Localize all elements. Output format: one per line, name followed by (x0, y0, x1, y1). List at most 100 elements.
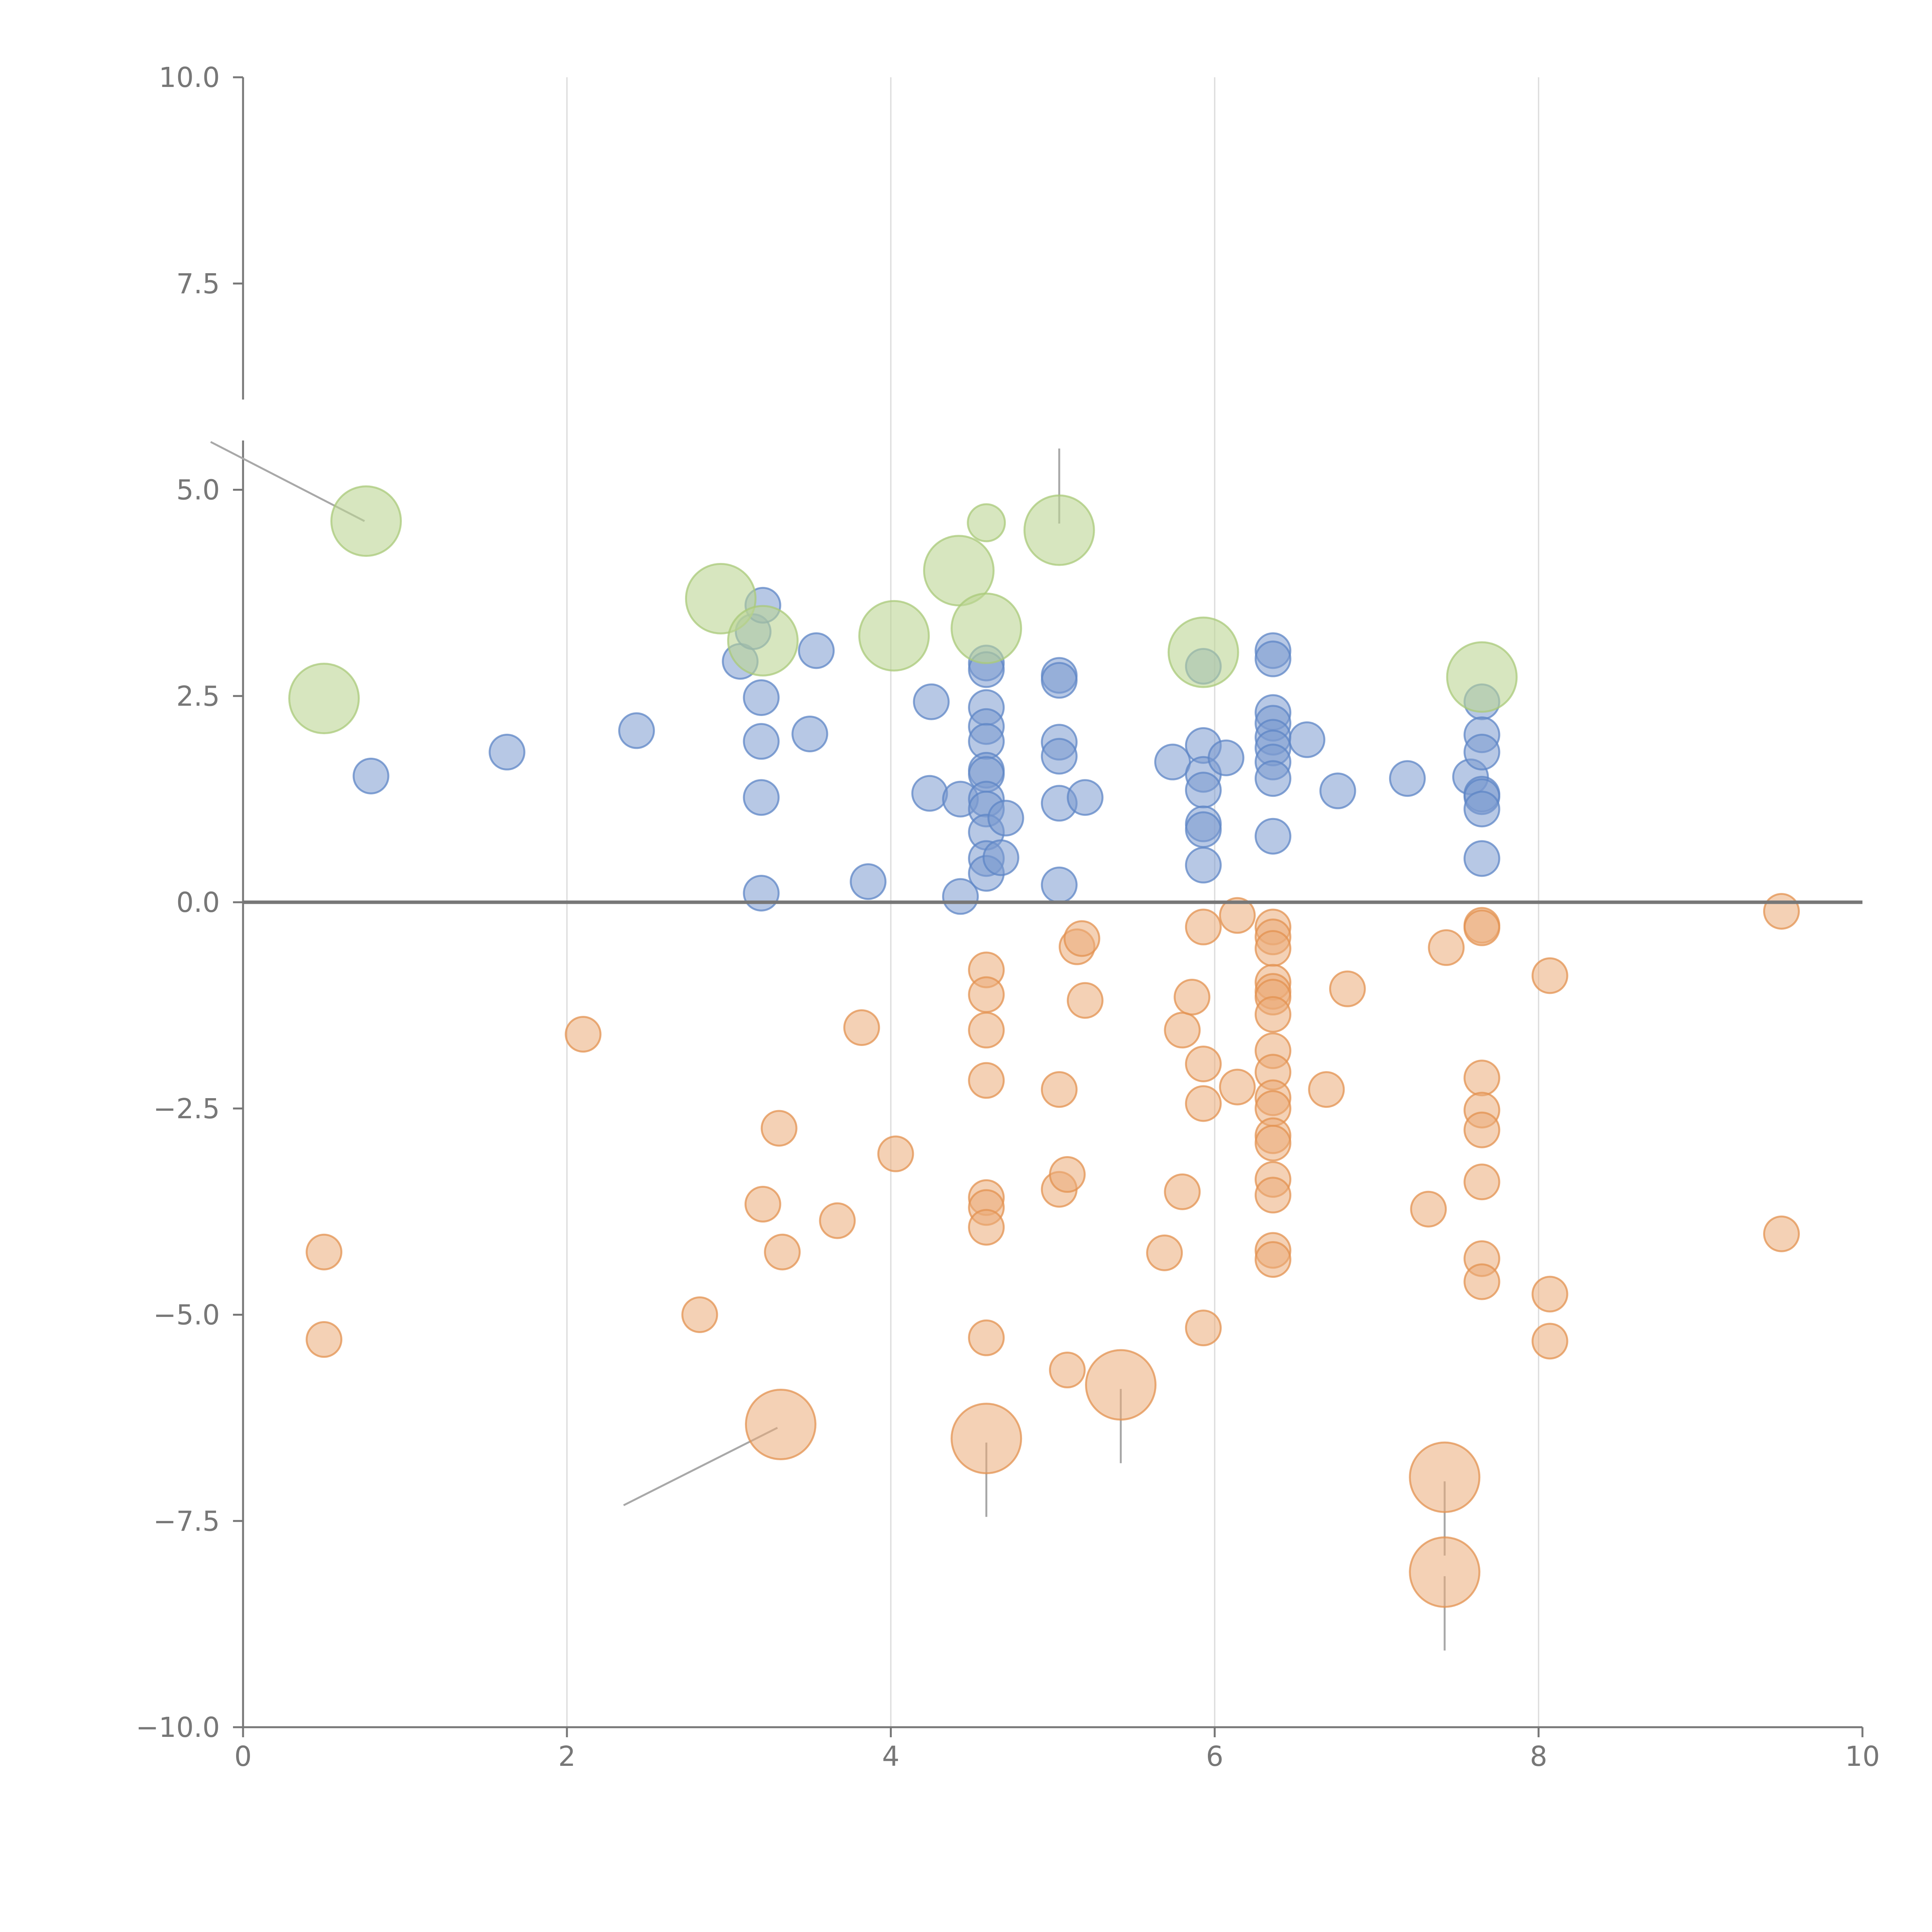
data-point-positive (1066, 779, 1104, 816)
x-tick-label: 8 (1530, 1740, 1547, 1772)
data-point-positive (850, 863, 887, 900)
data-point-positive (1185, 772, 1222, 809)
y-tick-label: 5.0 (176, 474, 220, 506)
data-point-negative (968, 1209, 1005, 1246)
data-point-negative (1254, 996, 1291, 1033)
data-point-positive (911, 775, 948, 812)
data-point-negative (1173, 979, 1211, 1016)
data-point-positive-highlight (330, 485, 402, 557)
data-point-negative-highlight (1409, 1536, 1481, 1608)
data-point-negative (1254, 1241, 1291, 1278)
data-point-negative (1254, 930, 1291, 967)
data-point-negative (1164, 1012, 1201, 1049)
y-tick-label: 10.0 (159, 61, 220, 94)
data-point-positive-highlight (1023, 494, 1095, 566)
data-point-negative (1063, 920, 1100, 957)
data-point-positive (352, 757, 389, 794)
x-tick-label: 10 (1845, 1740, 1880, 1772)
data-point-positive (618, 712, 655, 749)
data-point-positive-highlight (727, 605, 799, 677)
data-point-negative (968, 1012, 1005, 1049)
data-point-negative-highlight (1085, 1349, 1157, 1421)
data-point-negative-highlight (1409, 1441, 1481, 1513)
data-point-positive (743, 723, 780, 760)
data-point-positive (1041, 866, 1078, 903)
data-point-negative (1329, 970, 1366, 1007)
data-point-positive (1389, 760, 1426, 797)
data-point-negative (1219, 897, 1256, 934)
data-point-negative (1254, 1177, 1291, 1214)
data-point-negative (968, 1062, 1005, 1099)
y-tick-label: −10.0 (136, 1711, 220, 1743)
data-point-positive (942, 878, 979, 915)
data-point-negative (1463, 1060, 1500, 1097)
data-point-positive (1463, 733, 1500, 770)
data-point-negative (843, 1009, 880, 1046)
data-point-positive (1185, 847, 1222, 884)
x-tick-labels: 0 2 4 6 8 10 (234, 1740, 1880, 1772)
data-point-positive (1154, 743, 1191, 781)
y-tick-labels: 10.0 7.5 5.0 2.5 0.0 −2.5 −5.0 −7.5 −10.0 (136, 61, 220, 1743)
data-point-positive-highlight (1446, 641, 1518, 713)
data-point-positive (1041, 738, 1078, 775)
data-point-negative (1219, 1068, 1256, 1105)
x-tick-label: 2 (558, 1740, 576, 1772)
data-point-positive-highlight (288, 663, 360, 735)
data-point-positive (743, 779, 780, 816)
data-point-positive (1254, 818, 1291, 855)
data-point-negative (968, 1319, 1005, 1356)
data-point-negative (1531, 957, 1568, 994)
data-point-negative (1463, 1163, 1500, 1201)
data-point-positive (913, 683, 950, 720)
data-point-negative (1428, 929, 1465, 966)
data-point-negative (764, 1233, 801, 1270)
data-point-negative (1463, 1111, 1500, 1148)
data-point-positive (1319, 772, 1356, 810)
data-point-negative (1308, 1071, 1345, 1108)
data-point-negative (1185, 908, 1222, 946)
data-point-negative (681, 1296, 718, 1333)
y-tick-label: −7.5 (153, 1505, 220, 1537)
y-tick-label: 7.5 (176, 268, 220, 300)
data-point-negative (1049, 1156, 1086, 1193)
y-tick-label: 2.5 (176, 680, 220, 712)
data-point-positive-highlight (967, 503, 1006, 543)
y-tick-label: −5.0 (153, 1299, 220, 1331)
data-point-negative (306, 1233, 343, 1270)
data-point-positive-highlight (923, 535, 995, 607)
data-point-positive (488, 733, 526, 770)
data-point-negative (306, 1321, 343, 1358)
x-tick-label: 6 (1206, 1740, 1223, 1772)
data-point-negative (1066, 982, 1104, 1019)
data-point-negative-highlight (951, 1403, 1022, 1475)
x-tick-label: 0 (234, 1740, 252, 1772)
data-point-negative (1164, 1173, 1201, 1210)
data-point-positive (1254, 640, 1291, 677)
data-point-positive (982, 839, 1019, 876)
data-point-negative (819, 1202, 856, 1239)
data-point-negative (1185, 1310, 1222, 1347)
tick-marks (233, 76, 1864, 1737)
x-tick-label: 4 (882, 1740, 900, 1772)
data-point-negative (760, 1110, 798, 1147)
data-point-negative (1185, 1085, 1222, 1122)
data-point-positive-highlight (1167, 616, 1239, 688)
data-point-negative (565, 1016, 602, 1053)
data-point-negative (877, 1135, 914, 1172)
data-point-positive (743, 875, 780, 912)
data-point-negative (1041, 1071, 1078, 1108)
axes (242, 77, 1862, 1728)
data-point-positive (1185, 811, 1222, 848)
data-point-negative (1763, 893, 1800, 930)
data-point-negative (1185, 1045, 1222, 1082)
data-point-negative (1146, 1234, 1183, 1271)
data-point-positive (743, 679, 780, 716)
data-point-negative (1531, 1323, 1568, 1360)
data-point-positive (1254, 760, 1291, 797)
data-point-negative (1410, 1190, 1447, 1228)
data-point-positive (1463, 791, 1500, 828)
data-point-positive-highlight (858, 600, 930, 672)
data-point-positive-highlight (951, 592, 1022, 664)
data-point-positive (1041, 662, 1078, 699)
